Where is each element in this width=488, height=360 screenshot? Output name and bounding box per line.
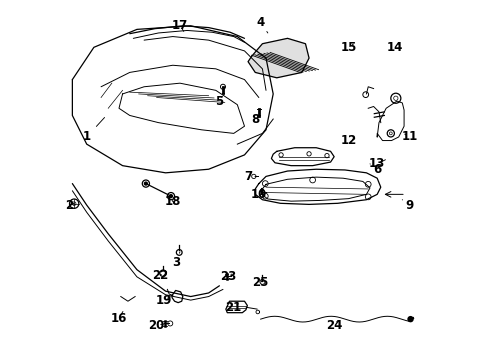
Text: 7: 7	[244, 170, 257, 183]
Text: 11: 11	[401, 130, 417, 144]
Circle shape	[169, 195, 172, 198]
Text: 10: 10	[250, 188, 266, 201]
Text: 2: 2	[64, 199, 74, 212]
Text: 22: 22	[152, 269, 168, 282]
Text: 6: 6	[369, 163, 381, 176]
Text: 23: 23	[220, 270, 236, 283]
Text: 21: 21	[225, 301, 242, 314]
Text: 5: 5	[215, 95, 223, 108]
Text: 19: 19	[155, 294, 172, 307]
Text: 8: 8	[251, 113, 260, 126]
Text: 14: 14	[386, 41, 403, 54]
Circle shape	[144, 182, 147, 185]
Text: 17: 17	[171, 19, 188, 32]
Text: 15: 15	[340, 41, 356, 54]
Polygon shape	[247, 39, 308, 78]
Text: 1: 1	[82, 117, 104, 144]
Text: 3: 3	[172, 252, 180, 269]
Text: 16: 16	[111, 311, 127, 325]
Text: 4: 4	[256, 16, 267, 33]
Circle shape	[407, 317, 412, 321]
Text: 9: 9	[402, 199, 413, 212]
Text: 13: 13	[368, 157, 385, 170]
Text: 25: 25	[252, 276, 268, 289]
Text: 18: 18	[164, 195, 181, 208]
Text: 24: 24	[325, 319, 342, 332]
Text: 20: 20	[148, 319, 164, 332]
Text: 12: 12	[340, 134, 356, 147]
